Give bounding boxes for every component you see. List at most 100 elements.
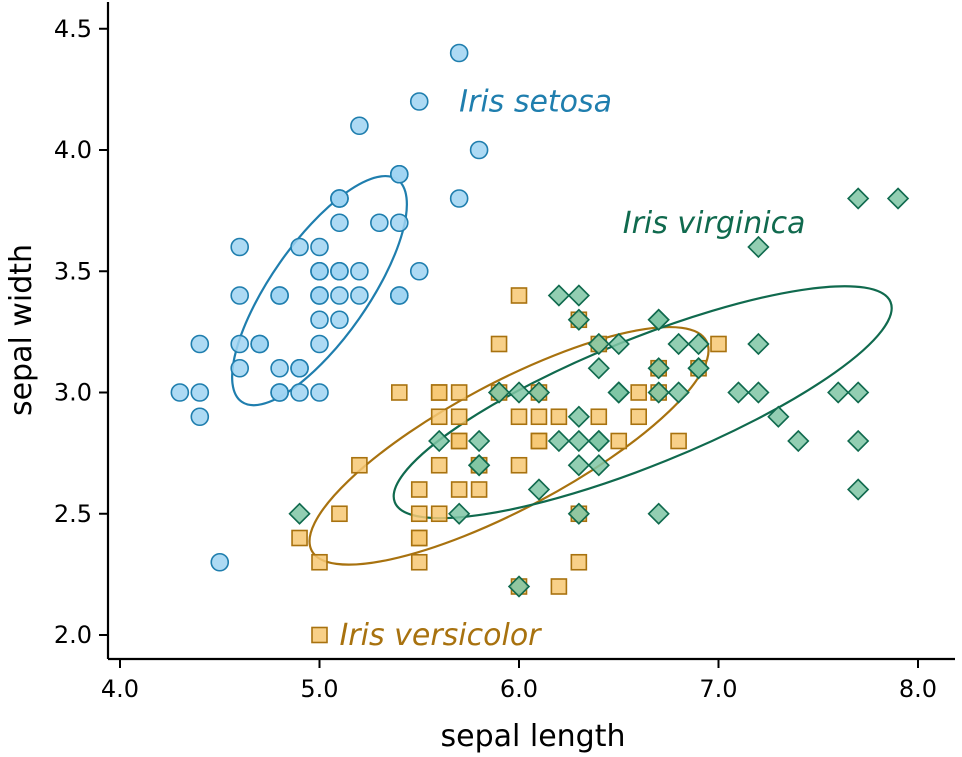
virginica-point bbox=[687, 332, 710, 356]
setosa-point bbox=[409, 261, 429, 281]
virginica-point bbox=[507, 381, 531, 404]
virginica-point bbox=[567, 284, 590, 307]
versicolor-point bbox=[450, 384, 468, 401]
virginica-point bbox=[847, 187, 870, 210]
virginica-point bbox=[747, 332, 770, 356]
x-tick-label: 8.0 bbox=[899, 675, 937, 703]
species-label: Iris versicolor bbox=[339, 618, 542, 653]
species-label: Iris virginica bbox=[623, 206, 806, 241]
virginica-point bbox=[847, 381, 870, 404]
virginica-point bbox=[607, 381, 630, 404]
y-tick-label: 2.5 bbox=[54, 500, 92, 528]
confidence-ellipse bbox=[308, 325, 710, 566]
versicolor-point bbox=[550, 578, 568, 595]
y-tick-label: 3.0 bbox=[54, 379, 92, 407]
x-tick-label: 5.0 bbox=[300, 675, 338, 703]
setosa-point bbox=[350, 261, 369, 281]
x-tick-label: 6.0 bbox=[500, 675, 538, 703]
species-label: Iris setosa bbox=[459, 85, 612, 120]
setosa-point bbox=[449, 43, 469, 63]
virginica-point bbox=[288, 502, 311, 525]
versicolor-point bbox=[530, 408, 548, 426]
setosa-point bbox=[190, 383, 210, 402]
virginica-point bbox=[747, 381, 770, 404]
setosa-point bbox=[290, 358, 309, 378]
x-tick-label: 7.0 bbox=[699, 675, 737, 703]
versicolor-point bbox=[410, 529, 428, 547]
versicolor-point bbox=[410, 481, 428, 498]
ellipse-layer bbox=[231, 174, 893, 566]
x-axis-title: sepal length bbox=[440, 719, 625, 754]
setosa-point bbox=[330, 261, 349, 281]
virginica-point bbox=[727, 381, 750, 404]
versicolor-point bbox=[670, 432, 687, 450]
versicolor-point bbox=[430, 505, 448, 523]
versicolor-point bbox=[430, 384, 448, 401]
versicolor-point bbox=[311, 626, 328, 644]
setosa-point bbox=[389, 286, 409, 305]
virginica-point bbox=[667, 381, 690, 404]
virginica-point bbox=[847, 429, 870, 453]
setosa-point bbox=[330, 310, 349, 330]
versicolor-point bbox=[630, 408, 648, 426]
versicolor-point bbox=[351, 456, 368, 474]
versicolor-point bbox=[450, 408, 468, 426]
versicolor-point bbox=[390, 384, 408, 401]
setosa-point bbox=[370, 213, 389, 233]
virginica-point bbox=[507, 575, 531, 598]
setosa-point bbox=[389, 164, 409, 184]
virginica-point bbox=[747, 235, 770, 259]
virginica-point bbox=[667, 332, 690, 356]
setosa-point bbox=[310, 310, 329, 330]
y-tick-label: 2.0 bbox=[54, 621, 92, 649]
setosa-point bbox=[310, 383, 329, 402]
virginica-point bbox=[787, 429, 810, 453]
virginica-point bbox=[587, 454, 610, 477]
setosa-point bbox=[210, 552, 230, 572]
virginica-point bbox=[827, 381, 850, 404]
virginica-point bbox=[647, 357, 670, 380]
species-labels: Iris setosa Iris versicolor Iris virginica bbox=[339, 85, 805, 654]
versicolor-point bbox=[510, 408, 528, 426]
virginica-point bbox=[767, 405, 790, 428]
virginica-point bbox=[567, 308, 590, 331]
setosa-point bbox=[330, 189, 349, 208]
setosa-point bbox=[270, 383, 289, 402]
versicolor-point bbox=[550, 408, 568, 426]
virginica-point bbox=[467, 454, 491, 477]
setosa-point bbox=[350, 286, 369, 305]
virginica-point bbox=[687, 357, 710, 380]
versicolor-point bbox=[530, 432, 548, 450]
virginica-point bbox=[487, 381, 511, 404]
setosa-point bbox=[270, 358, 289, 378]
versicolor-point bbox=[311, 553, 328, 571]
virginica-point bbox=[886, 187, 910, 210]
setosa-point bbox=[190, 334, 210, 354]
setosa-point bbox=[230, 286, 249, 305]
setosa-point bbox=[230, 358, 249, 378]
virginica-point bbox=[647, 381, 670, 404]
virginica-point bbox=[467, 429, 491, 453]
virginica-point bbox=[448, 502, 471, 525]
setosa-point bbox=[250, 334, 269, 354]
versicolor-point bbox=[510, 456, 528, 474]
virginica-point bbox=[847, 478, 870, 501]
versicolor-point bbox=[590, 408, 608, 426]
versicolor-point bbox=[430, 408, 448, 426]
y-ticks: 2.0 2.5 3.0 3.5 4.0 4.5 bbox=[54, 15, 108, 649]
versicolor-point bbox=[450, 481, 468, 498]
versicolor-point bbox=[430, 456, 448, 474]
virginica-point bbox=[587, 332, 610, 356]
virginica-point bbox=[547, 429, 571, 453]
setosa-point bbox=[190, 407, 210, 427]
versicolor-point bbox=[710, 335, 727, 353]
virginica-point bbox=[527, 478, 551, 501]
points-layer bbox=[170, 43, 910, 644]
versicolor-point bbox=[570, 553, 588, 571]
y-tick-label: 3.5 bbox=[54, 257, 92, 285]
virginica-point bbox=[527, 381, 551, 404]
axes: 4.0 5.0 6.0 7.0 8.0 2.0 2.5 3.0 3.5 4.0 4.5 bbox=[54, 2, 955, 703]
virginica-point bbox=[567, 454, 590, 477]
versicolor-point bbox=[510, 287, 528, 304]
